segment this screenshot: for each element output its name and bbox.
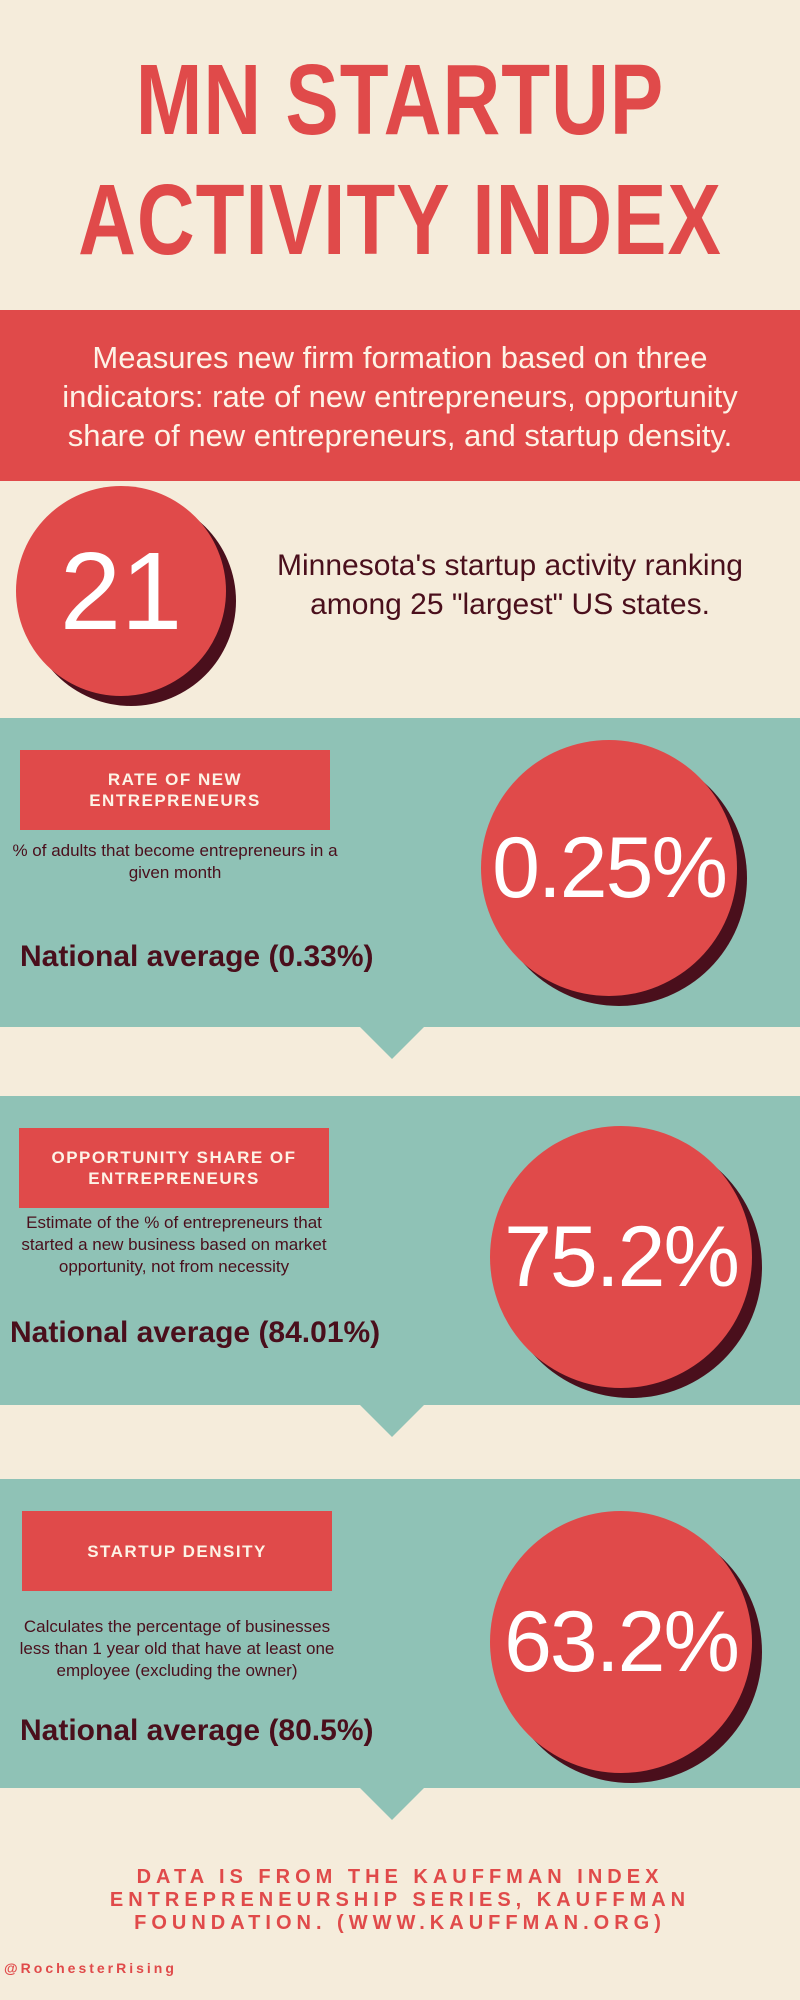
intro-text: Measures new firm formation based on thr…	[62, 340, 738, 453]
intro-band: Measures new firm formation based on thr…	[0, 310, 800, 481]
national-average: National average (80.5%)	[20, 1714, 374, 1747]
metric-description: Calculates the percentage of businesses …	[19, 1617, 335, 1680]
ranking-text: Minnesota's startup activity ranking amo…	[277, 549, 743, 621]
national-average: National average (0.33%)	[20, 940, 374, 973]
metric-value: 0.25%	[481, 740, 737, 996]
metric-label: RATE OF NEW ENTREPRENEURS	[20, 750, 330, 830]
metric-value: 63.2%	[490, 1511, 752, 1773]
ranking-circle: 21	[16, 486, 226, 696]
national-average: National average (84.01%)	[10, 1316, 381, 1349]
handle: @RochesterRising	[4, 1960, 177, 1976]
metric-description: % of adults that become entrepreneurs in…	[12, 841, 338, 882]
source-note: DATA IS FROM THE KAUFFMAN INDEX ENTREPRE…	[109, 1866, 691, 1934]
metric-description: Estimate of the % of entrepreneurs that …	[21, 1213, 327, 1276]
metric-label: OPPORTUNITY SHARE OF ENTREPRENEURS	[19, 1128, 329, 1208]
title: MN STARTUP ACTIVITY INDEX	[78, 43, 722, 275]
panel-pointer	[360, 1027, 424, 1059]
panel-pointer	[360, 1788, 424, 1820]
metric-value: 75.2%	[490, 1126, 752, 1388]
panel-pointer	[360, 1405, 424, 1437]
metric-label: STARTUP DENSITY	[22, 1511, 332, 1591]
